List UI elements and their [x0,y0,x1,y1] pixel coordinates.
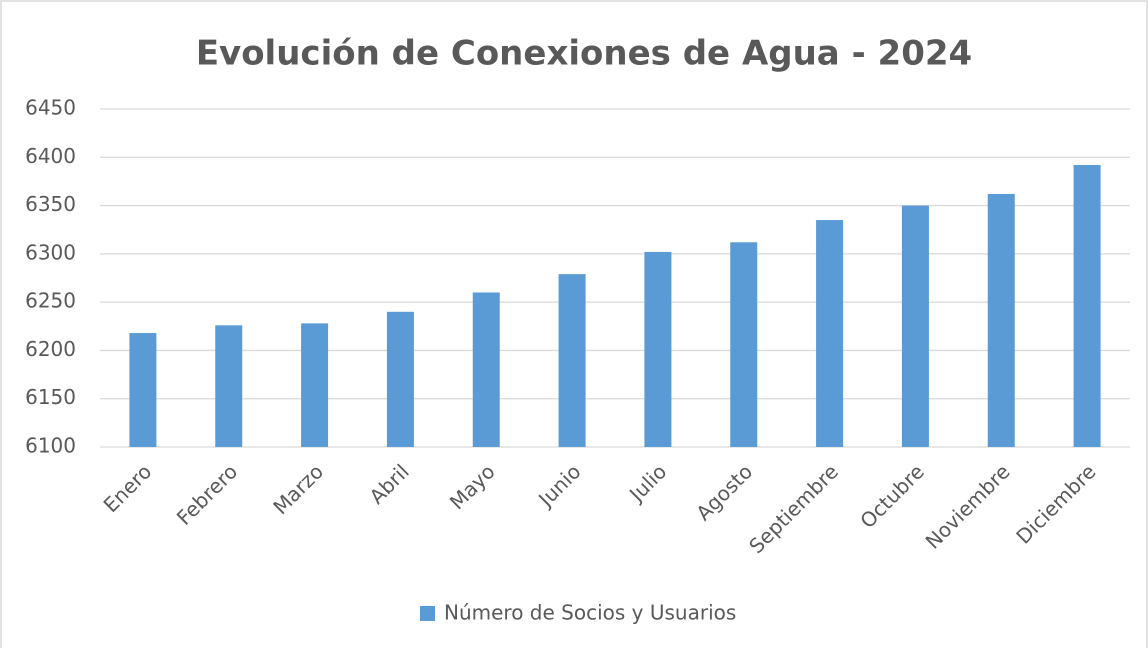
y-tick-label: 6450 [25,96,76,120]
y-tick-label: 6200 [25,337,76,361]
bar [472,292,500,447]
y-tick-label: 6300 [25,240,76,264]
bar [1073,165,1101,448]
bar [215,325,243,447]
legend-swatch [420,606,435,621]
y-tick-label: 6100 [25,434,76,458]
bar [129,333,157,447]
bar [644,251,672,447]
legend-label: Número de Socios y Usuarios [444,601,736,625]
bar [558,274,586,447]
bar [386,311,414,447]
bar [816,220,844,447]
bar [301,323,329,447]
bar [987,193,1015,447]
chart-title: Evolución de Conexiones de Agua - 2024 [196,34,972,74]
bar [901,205,929,447]
bar [730,242,758,447]
y-tick-label: 6250 [25,289,76,313]
y-tick-label: 6350 [25,192,76,216]
y-tick-label: 6400 [25,144,76,168]
y-tick-label: 6150 [25,385,76,409]
